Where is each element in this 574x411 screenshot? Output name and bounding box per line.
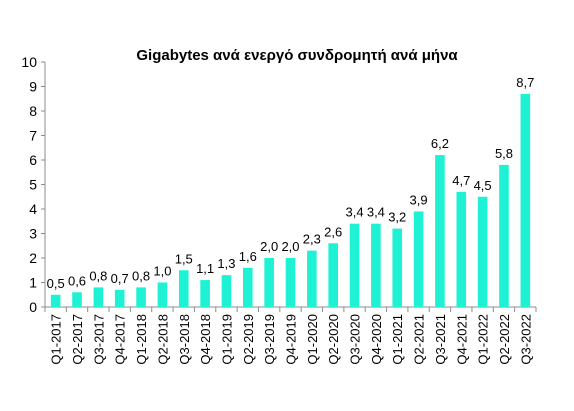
data-label: 0,8 [89, 268, 107, 283]
y-tick-label: 2 [29, 250, 37, 266]
x-tick-label: Q3-2017 [91, 314, 106, 365]
x-tick-label: Q4-2020 [369, 314, 384, 365]
data-label: 3,9 [410, 192, 428, 207]
bar [114, 289, 125, 307]
data-label: 1,1 [196, 261, 214, 276]
bar [93, 287, 104, 307]
bar [243, 267, 253, 307]
chart-title: Gigabytes ανά ενεργό συνδρομητή ανά μήνα [136, 47, 458, 64]
bar [285, 258, 296, 307]
bar [136, 287, 146, 307]
y-tick-label: 9 [29, 79, 37, 95]
x-tick-label: Q2-2020 [326, 314, 341, 365]
bar [72, 292, 82, 307]
data-label: 5,8 [495, 146, 513, 161]
bar [499, 164, 509, 307]
data-label: 0,7 [111, 271, 129, 286]
x-tick-label: Q1-2019 [219, 314, 234, 365]
data-label: 3,4 [346, 205, 364, 220]
y-tick-label: 7 [29, 128, 37, 144]
data-label: 8,7 [516, 75, 534, 90]
x-tick-label: Q2-2018 [155, 314, 170, 365]
bar [477, 196, 488, 307]
data-label: 1,6 [239, 249, 257, 264]
bar [200, 280, 210, 307]
x-tick-label: Q1-2021 [390, 314, 405, 365]
x-tick-label: Q3-2022 [518, 314, 533, 365]
bar [328, 243, 338, 307]
bar [178, 270, 189, 307]
x-tick-label: Q1-2022 [476, 314, 491, 365]
data-label: 1,0 [153, 264, 171, 279]
bar [307, 250, 317, 307]
bar [221, 275, 232, 307]
x-tick-label: Q4-2021 [454, 314, 469, 365]
data-label: 3,2 [388, 210, 406, 225]
data-label: 1,5 [175, 251, 193, 266]
bar [520, 93, 531, 307]
data-label: 2,3 [303, 232, 321, 247]
data-label: 0,8 [132, 268, 150, 283]
data-label: 4,5 [474, 178, 492, 193]
bar [413, 211, 424, 307]
x-tick-label: Q4-2018 [198, 314, 213, 365]
data-label: 1,3 [217, 256, 235, 271]
x-tick-label: Q3-2018 [177, 314, 192, 365]
bar [392, 228, 403, 307]
bar [435, 155, 445, 307]
data-label: 2,0 [281, 239, 299, 254]
x-tick-label: Q2-2021 [412, 314, 427, 365]
bar [349, 223, 360, 307]
y-tick-label: 6 [29, 152, 37, 168]
y-tick-label: 4 [29, 201, 37, 217]
x-tick-label: Q4-2017 [113, 314, 128, 365]
x-tick-label: Q2-2017 [70, 314, 85, 365]
y-tick-label: 1 [29, 275, 37, 291]
x-tick-label: Q3-2021 [433, 314, 448, 365]
x-tick-label: Q1-2018 [134, 314, 149, 365]
data-label: 6,2 [431, 136, 449, 151]
data-label: 0,5 [47, 276, 65, 291]
data-label: 3,4 [367, 205, 385, 220]
x-tick-label: Q1-2017 [49, 314, 64, 365]
bar [264, 258, 274, 307]
y-tick-label: 10 [21, 54, 37, 70]
bar [157, 282, 168, 307]
x-tick-label: Q3-2020 [348, 314, 363, 365]
data-label: 0,6 [68, 273, 86, 288]
x-tick-label: Q2-2019 [241, 314, 256, 365]
data-label: 2,6 [324, 224, 342, 239]
x-tick-label: Q3-2019 [262, 314, 277, 365]
y-tick-label: 5 [29, 177, 37, 193]
y-tick-label: 8 [29, 103, 37, 119]
x-tick-label: Q2-2022 [497, 314, 512, 365]
data-label: 4,7 [452, 173, 470, 188]
x-tick-label: Q4-2019 [284, 314, 299, 365]
x-tick-label: Q1-2020 [305, 314, 320, 365]
data-label: 2,0 [260, 239, 278, 254]
y-tick-label: 3 [29, 226, 37, 242]
y-tick-label: 0 [29, 299, 37, 315]
bar [50, 294, 61, 307]
bar [371, 223, 381, 307]
bar [456, 191, 467, 307]
